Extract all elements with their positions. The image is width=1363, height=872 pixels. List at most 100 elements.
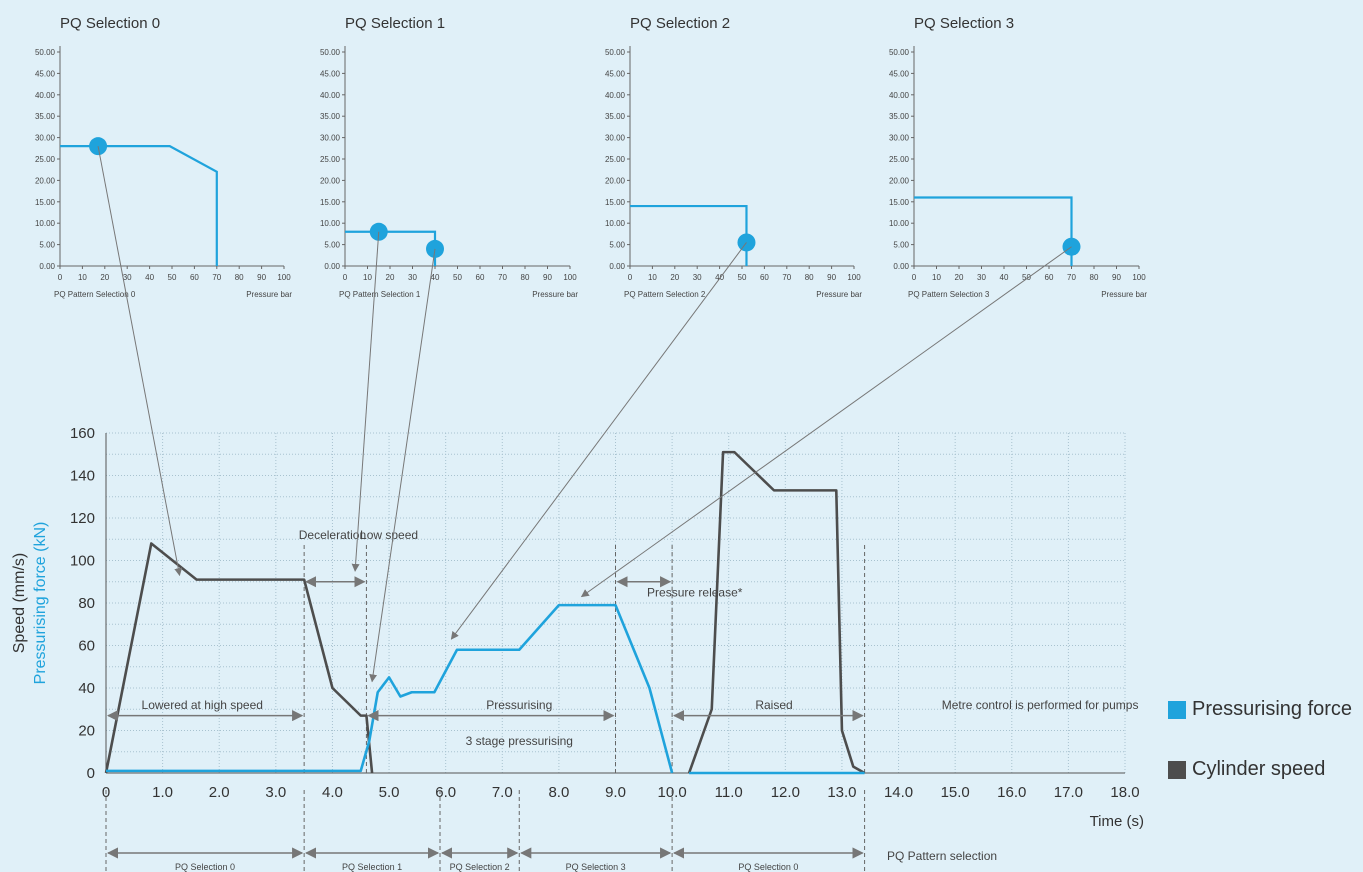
main-chart: 0 1.0 2.0 3.0 4.0 5.0 6.0 7.0 8.0 9.0 10.0 11.0 12.0… [11,146,1144,872]
x-tick-label: 10 [932,273,941,282]
x-tick-label: 0 [912,273,917,282]
x-axis-label: Pressure bar [532,290,578,299]
x-tick-label: 11.0 [715,784,743,801]
pattern-segment-label: PQ Selection 1 [342,862,402,872]
y-tick-label: 40.00 [35,91,56,100]
y-tick-label: 5.00 [609,241,625,250]
pq-pattern-caption: PQ Pattern Selection 0 [54,290,136,299]
x-tick-label: 90 [827,273,836,282]
y-tick-label: 10.00 [320,219,341,228]
y-tick-label: 45.00 [320,69,341,78]
x-tick-label: 60 [760,273,769,282]
x-tick-label: 1.0 [152,784,173,801]
x-tick-label: 50 [168,273,177,282]
y-tick-label: 160 [70,425,95,442]
x-tick-label: 30 [123,273,132,282]
x-tick-label: 30 [408,273,417,282]
x-tick-label: 20 [100,273,109,282]
y-tick-label: 10.00 [889,219,910,228]
pq-line [914,196,1073,266]
x-tick-label: 4.0 [322,784,343,801]
pq-chart-3: PQ Selection 3 0.00 5.00 10.00 15.00 20.00 25.… [889,15,1147,299]
x-axis-label: Pressure bar [816,290,862,299]
y-tick-label: 0.00 [609,262,625,271]
x-tick-label: 60 [1045,273,1054,282]
y-tick-label: 40.00 [605,91,626,100]
pattern-segment-label: PQ Selection 3 [566,862,626,872]
y-tick-label: 35.00 [35,112,56,121]
y-tick-label: 40.00 [320,91,341,100]
x-tick-label: 40 [431,273,440,282]
x-tick-label: 5.0 [379,784,400,801]
x-axis-label: Time (s) [1090,813,1144,830]
phase-annotation: 3 stage pressurising [466,734,573,748]
y-axis-label-speed: Speed (mm/s) [11,553,28,653]
selection-link-arrow [351,231,380,572]
x-tick-label: 10 [363,273,372,282]
x-tick-label: 70 [498,273,507,282]
x-tick-label: 40 [1000,273,1009,282]
series-cylinder-speed [687,450,866,775]
legend-swatch-dark [1168,760,1186,779]
x-tick-label: 16.0 [997,784,1026,801]
y-tick-label: 50.00 [320,48,341,57]
x-tick-label: 30 [693,273,702,282]
x-tick-label: 70 [1067,273,1076,282]
x-tick-label: 30 [977,273,986,282]
x-tick-label: 80 [1090,273,1099,282]
pq-chart-title: PQ Selection 3 [914,15,1014,32]
pq-pattern-caption: PQ Pattern Selection 1 [339,290,421,299]
series-cylinder-speed [104,542,374,774]
x-tick-label: 80 [805,273,814,282]
y-tick-label: 45.00 [605,69,626,78]
x-tick-label: 40 [145,273,154,282]
y-tick-label: 35.00 [605,112,626,121]
y-tick-label: 25.00 [605,155,626,164]
x-tick-label: 8.0 [548,784,569,801]
y-tick-label: 40 [78,680,95,697]
y-tick-label: 5.00 [324,241,340,250]
pq-chart-1: PQ Selection 1 0.00 5.00 10.00 15.00 20.00 25.… [320,15,578,299]
y-tick-label: 30.00 [320,134,341,143]
pq-pattern-caption: PQ Pattern Selection 3 [908,290,990,299]
x-tick-label: 50 [453,273,462,282]
y-tick-label: 50.00 [605,48,626,57]
pq-line [630,204,748,266]
y-tick-label: 35.00 [320,112,341,121]
legend-pressurising-force: Pressurising force [1168,698,1352,721]
y-tick-label: 25.00 [889,155,910,164]
y-tick-label: 50.00 [35,48,56,57]
series-pressurising-force [106,603,674,774]
y-tick-label: 5.00 [893,241,909,250]
y-tick-label: 140 [70,468,95,485]
y-tick-label: 35.00 [889,112,910,121]
x-tick-label: 20 [670,273,679,282]
legend-label-cylinder-speed: Cylinder speed [1192,758,1326,780]
x-tick-label: 80 [235,273,244,282]
phase-annotation: Low speed [360,528,418,542]
selection-link-arrow [369,248,436,683]
y-tick-label: 20.00 [320,176,341,185]
y-tick-label: 45.00 [35,69,56,78]
y-tick-label: 100 [70,553,95,570]
legend-swatch-blue [1168,700,1186,719]
x-tick-label: 13.0 [827,784,856,801]
x-tick-label: 10 [648,273,657,282]
x-tick-label: 90 [257,273,266,282]
x-tick-label: 18.0 [1110,784,1139,801]
pq-chart-title: PQ Selection 0 [60,15,160,32]
pattern-segment-label: PQ Selection 0 [738,862,798,872]
y-tick-label: 15.00 [889,198,910,207]
y-tick-label: 120 [70,510,95,527]
phase-annotation: Raised [755,698,792,712]
x-tick-label: 0 [343,273,348,282]
x-tick-label: 10 [78,273,87,282]
pattern-segment-label: PQ Selection 0 [175,862,235,872]
x-tick-label: 70 [782,273,791,282]
y-tick-label: 30.00 [889,134,910,143]
x-axis-label: Pressure bar [246,290,292,299]
y-tick-label: 30.00 [605,134,626,143]
y-tick-label: 15.00 [320,198,341,207]
y-axis-label-force: Pressurising force (kN) [32,522,49,685]
